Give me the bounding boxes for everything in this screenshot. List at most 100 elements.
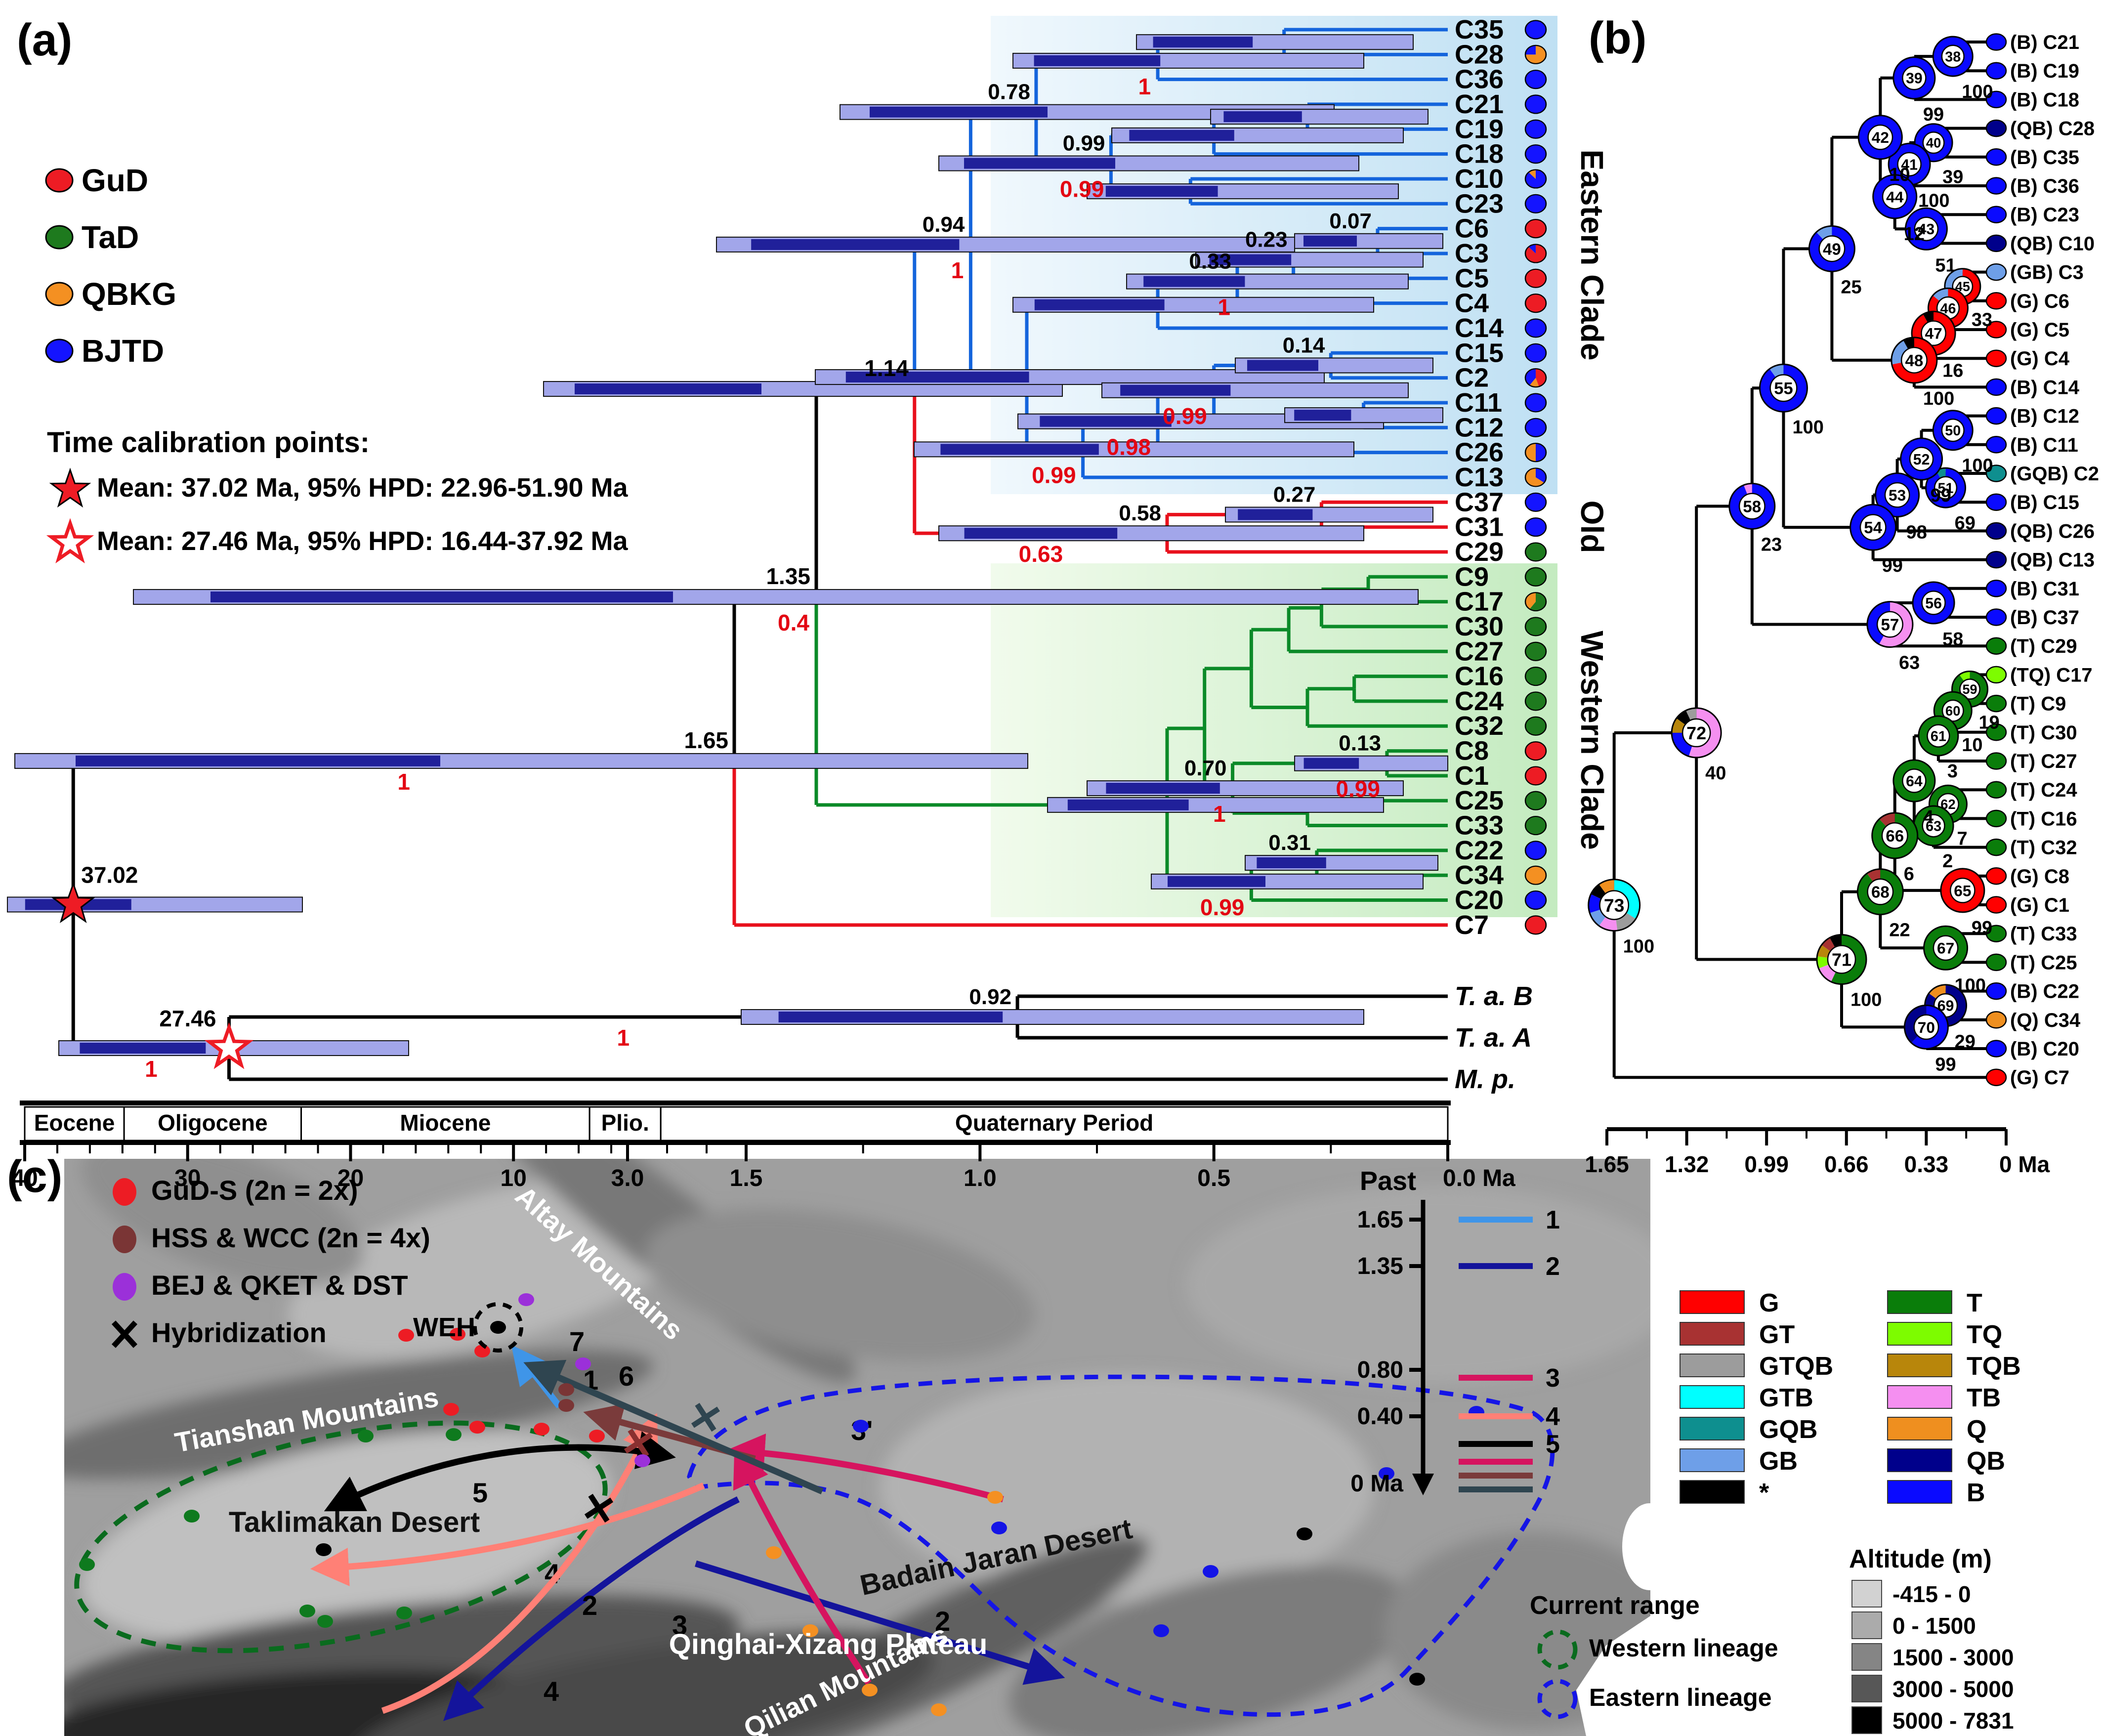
posterior-label: 0.94 xyxy=(923,212,965,237)
tip-dot xyxy=(1524,766,1547,786)
range-legend-label: Eastern lineage xyxy=(1589,1684,1772,1711)
posterior-label: 0.33 xyxy=(1189,250,1231,274)
tip-area-dot xyxy=(1985,321,2007,339)
area-legend-label: G xyxy=(1759,1289,1779,1317)
area-legend-swatch xyxy=(1887,1354,1952,1377)
hpd-bar-core xyxy=(210,591,673,602)
tip-label: C19 xyxy=(1455,114,1504,144)
legend-site-label: GuD xyxy=(82,163,148,198)
tip-area-dot xyxy=(1985,637,2007,655)
map-site-dot-black xyxy=(1409,1673,1425,1686)
altitude-label: 3000 - 5000 xyxy=(1892,1676,2014,1702)
node-number: 66 xyxy=(1886,827,1904,846)
pie-slice xyxy=(1524,865,1547,885)
axis-tick-label: 1.65 xyxy=(1585,1151,1629,1177)
hpd-bar-core xyxy=(1105,186,1218,197)
bootstrap-label: 22 xyxy=(1889,920,1910,941)
support-label-red: 1 xyxy=(397,769,410,795)
tip-label: (T) C30 xyxy=(2010,722,2077,744)
tip-area-dot xyxy=(1985,62,2007,80)
tip-dot xyxy=(1524,592,1547,612)
pie-slice xyxy=(1524,517,1547,537)
tip-area-dot xyxy=(1985,378,2007,396)
node-number: 72 xyxy=(1686,723,1706,743)
past-route-number: 3 xyxy=(1546,1364,1560,1393)
node-number: 71 xyxy=(1832,949,1851,970)
route-number-label: 7 xyxy=(569,1326,585,1357)
support-label-red: 1 xyxy=(1213,801,1226,827)
tip-area-dot xyxy=(1985,177,2007,195)
tip-label: (QB) C28 xyxy=(2010,118,2095,140)
bootstrap-label: 69 xyxy=(1955,513,1975,534)
map-site-dot-black xyxy=(490,1321,506,1334)
bootstrap-label: 25 xyxy=(1841,277,1861,297)
calibration-text: Mean: 27.46 Ma, 95% HPD: 16.44-37.92 Ma xyxy=(97,526,628,556)
bootstrap-label: 10 xyxy=(1962,735,1982,756)
tip-dot xyxy=(1524,268,1547,288)
pie-slice xyxy=(1525,443,1536,462)
node-age-label: 27.46 xyxy=(159,1006,216,1031)
migration-route-2 xyxy=(443,1496,740,1721)
map-site-dot-red xyxy=(474,1345,490,1357)
hpd-bar-core xyxy=(964,158,1115,169)
hpd-bar-core xyxy=(80,1043,206,1054)
map-site-dot-green xyxy=(358,1430,374,1442)
map-site-dot-blue xyxy=(991,1522,1007,1534)
bootstrap-label: 16 xyxy=(1942,360,1963,381)
pie-outline xyxy=(1925,467,1967,508)
tip-label: C14 xyxy=(1455,313,1504,343)
tip-dot xyxy=(1524,44,1547,64)
tip-label: (B) C15 xyxy=(2010,492,2079,513)
tip-label: C32 xyxy=(1455,711,1504,741)
tip-label: (T) C25 xyxy=(2010,952,2077,974)
axis-tick-label: 1.32 xyxy=(1665,1151,1709,1177)
area-legend-swatch xyxy=(1887,1448,1952,1472)
tip-area-dot xyxy=(1985,465,2007,482)
pie-slice xyxy=(1524,542,1547,562)
past-route-number: 2 xyxy=(1546,1252,1560,1281)
bootstrap-label: 29 xyxy=(1955,1032,1975,1053)
tip-label: (B) C23 xyxy=(2010,204,2079,226)
pie-outline xyxy=(1866,601,1914,648)
bootstrap-label: 4 xyxy=(1923,807,1933,828)
tip-area-dot xyxy=(1985,925,2007,942)
pie-center xyxy=(1900,346,1928,374)
bootstrap-label: 100 xyxy=(1962,82,1993,102)
axis-period-box xyxy=(660,1106,1449,1142)
pie-center xyxy=(1922,131,1945,154)
pie-slice xyxy=(1524,841,1547,860)
node-number: 63 xyxy=(1926,818,1941,834)
pie-slice xyxy=(1536,443,1546,462)
map-site-dot-blue xyxy=(853,1420,869,1433)
hpd-bar-core xyxy=(1238,509,1313,520)
node-age-label: 1.65 xyxy=(684,727,728,753)
axis-tick-label: 1.5 xyxy=(730,1165,763,1191)
clade-band-label: Old xyxy=(1574,501,1610,553)
bootstrap-label: 99 xyxy=(1935,1054,1956,1075)
pie-center xyxy=(1941,44,1965,68)
area-legend-label: TQB xyxy=(1967,1352,2021,1381)
pie-outline xyxy=(1524,44,1547,64)
bootstrap-label: 99 xyxy=(1972,918,1992,938)
area-legend-label: T xyxy=(1967,1289,1982,1317)
tip-label: C18 xyxy=(1455,139,1504,169)
pie-center xyxy=(1902,65,1927,90)
node-age-label: 1.14 xyxy=(864,355,909,381)
tip-label: C25 xyxy=(1455,786,1504,815)
panel-c-label: (c) xyxy=(7,1151,62,1202)
legend-site-label: BJTD xyxy=(82,333,164,369)
axis-period-label: Oligocene xyxy=(158,1110,267,1136)
bootstrap-label: 99 xyxy=(1931,485,1951,506)
posterior-label: 0.13 xyxy=(1339,731,1381,756)
route-number-label: 5 xyxy=(472,1477,488,1508)
hpd-bar-core xyxy=(845,372,1029,383)
tip-area-dot xyxy=(1985,550,2007,569)
map-site-dot-orange xyxy=(766,1546,782,1559)
pie-center xyxy=(1681,718,1711,748)
map-site-dot-orange xyxy=(987,1491,1003,1504)
axis-tick-label: 20 xyxy=(337,1165,364,1191)
tip-area-dot xyxy=(1985,1011,2007,1029)
map-legend-x xyxy=(111,1320,138,1348)
bootstrap-label: 39 xyxy=(1942,167,1963,188)
tip-label: C26 xyxy=(1455,438,1504,467)
